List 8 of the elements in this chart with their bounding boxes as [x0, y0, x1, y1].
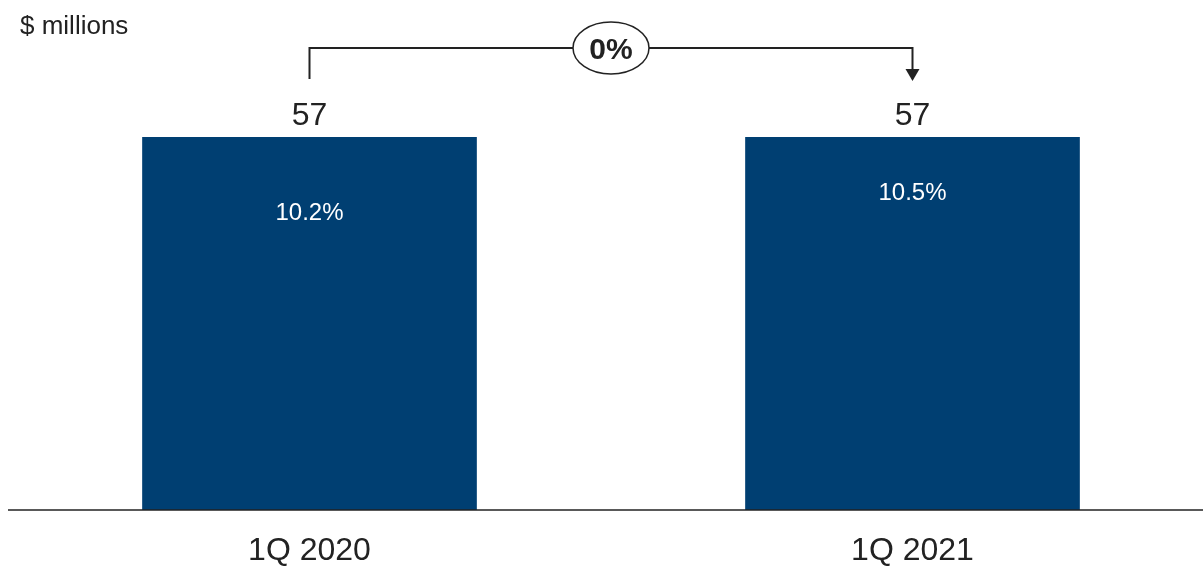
text: 0%	[589, 32, 633, 65]
annotation: 10.5%	[878, 178, 947, 205]
data-label: 57	[291, 96, 328, 132]
x-tick-label: 1Q 2021	[851, 531, 974, 567]
data-label: 57	[894, 96, 931, 132]
y-axis-title: $ millions	[20, 10, 129, 40]
x-tick-label: 1Q 2020	[248, 531, 371, 567]
annotation: 10.2%	[275, 198, 344, 225]
